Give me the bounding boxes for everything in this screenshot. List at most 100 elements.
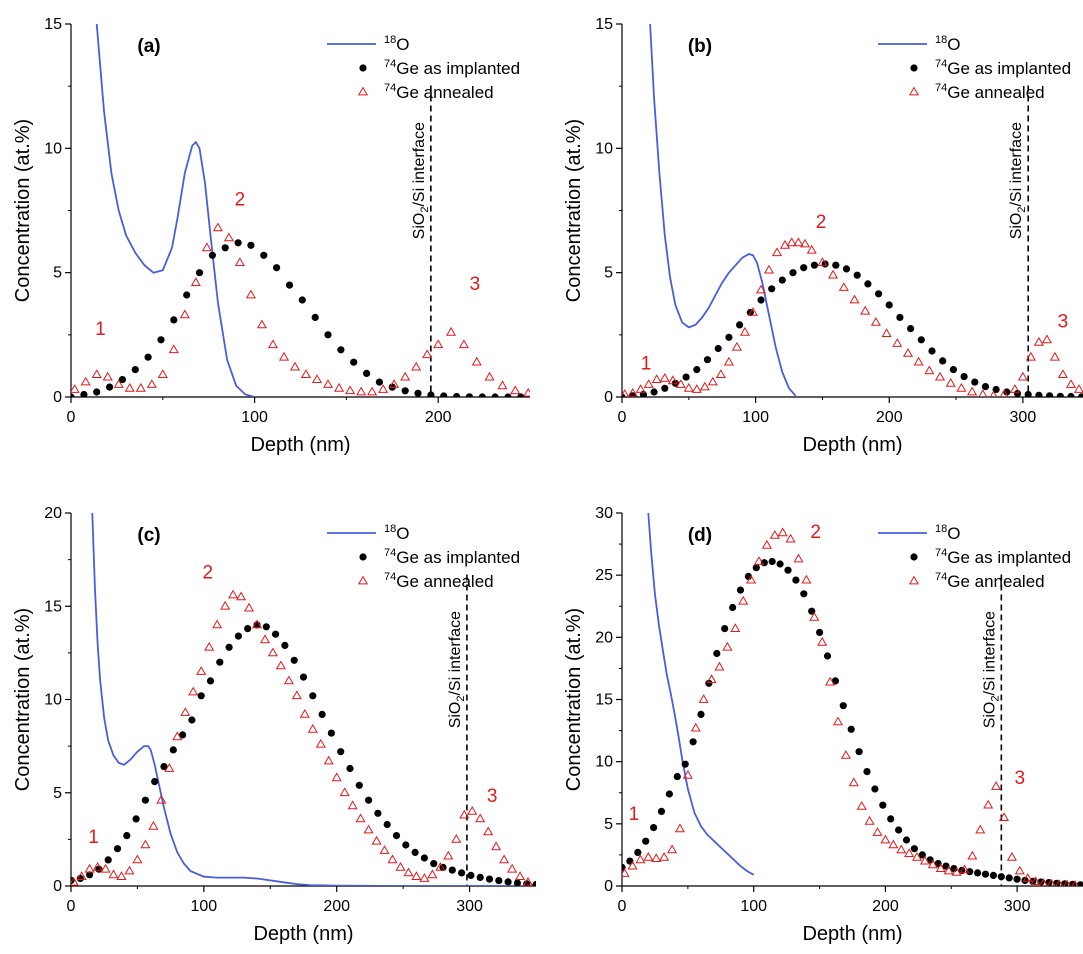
data-point-ge-annealed xyxy=(228,589,239,599)
data-point-ge-annealed xyxy=(234,257,245,267)
data-point-ge-as-implanted xyxy=(989,871,998,880)
data-point-ge-as-implanted xyxy=(517,393,525,397)
legend-label-name: Ge annealed xyxy=(947,83,1044,102)
data-point-ge-as-implanted xyxy=(375,378,383,386)
data-point-ge-as-implanted xyxy=(1056,392,1064,397)
data-point-ge-annealed xyxy=(1017,371,1028,381)
data-point-ge-annealed xyxy=(627,387,638,397)
data-point-ge-as-implanted xyxy=(476,873,484,882)
data-point-ge-annealed xyxy=(722,641,733,651)
data-point-ge-annealed xyxy=(659,372,670,382)
data-point-ge-as-implanted xyxy=(141,796,149,804)
data-point-ge-as-implanted xyxy=(478,393,486,397)
data-point-ge-as-implanted xyxy=(71,393,75,397)
data-point-ge-annealed xyxy=(1022,873,1033,882)
data-point-ge-annealed xyxy=(919,855,930,865)
data-point-ge-annealed xyxy=(983,799,994,809)
peak-label: 2 xyxy=(203,562,214,583)
data-point-ge-as-implanted xyxy=(495,877,503,885)
data-point-ge-annealed xyxy=(471,356,482,366)
data-point-ge-annealed xyxy=(491,841,502,851)
data-point-ge-annealed xyxy=(422,349,433,359)
data-point-ge-as-implanted xyxy=(1003,388,1011,396)
data-point-ge-as-implanted xyxy=(875,290,883,298)
data-point-ge-as-implanted xyxy=(225,643,233,651)
data-point-ge-as-implanted xyxy=(234,632,242,640)
legend-label: 74Ge annealed xyxy=(935,82,1045,102)
data-point-ge-annealed xyxy=(201,242,212,252)
data-point-ge-annealed xyxy=(323,755,334,765)
data-point-ge-annealed xyxy=(651,374,662,383)
data-point-ge-annealed xyxy=(484,371,495,381)
data-point-ge-annealed xyxy=(311,374,323,383)
y-tick-label: 5 xyxy=(604,265,613,282)
data-point-ge-as-implanted xyxy=(169,746,177,754)
y-tick-label: 15 xyxy=(595,692,613,709)
data-point-ge-annealed xyxy=(715,369,726,378)
data-point-ge-annealed xyxy=(747,307,758,316)
data-point-ge-annealed xyxy=(860,305,871,315)
y-tick-label: 10 xyxy=(595,754,613,771)
data-point-ge-annealed xyxy=(251,619,263,629)
data-point-ge-annealed xyxy=(146,379,157,388)
data-point-ge-as-implanted xyxy=(401,387,409,395)
legend-triangle-icon xyxy=(908,86,920,96)
data-point-ge-as-implanted xyxy=(1078,393,1083,397)
y-tick-label: 15 xyxy=(44,598,62,615)
data-point-ge-annealed xyxy=(896,844,907,854)
series-line-oxygen-18 xyxy=(91,513,536,886)
interface-label-rest: /Si interface xyxy=(411,122,428,207)
data-point-ge-as-implanted xyxy=(1024,390,1032,397)
data-point-ge-annealed xyxy=(411,871,422,880)
data-point-ge-as-implanted xyxy=(453,392,461,397)
data-point-ge-as-implanted xyxy=(842,265,851,273)
data-point-ge-annealed xyxy=(367,386,378,396)
data-point-ge-annealed xyxy=(785,533,796,543)
data-point-ge-annealed xyxy=(934,371,946,381)
y-tick-label: 20 xyxy=(44,505,62,522)
series-line-oxygen-18 xyxy=(647,513,755,876)
data-point-ge-as-implanted xyxy=(104,856,112,864)
y-tick-label: 15 xyxy=(44,16,62,33)
data-point-ge-annealed xyxy=(659,851,670,861)
data-point-ge-annealed xyxy=(132,854,143,864)
data-point-ge-annealed xyxy=(856,800,867,810)
data-point-ge-annealed xyxy=(339,787,350,797)
legend-label-sup: 18 xyxy=(384,523,396,535)
data-point-ge-as-implanted xyxy=(907,325,915,333)
data-point-ge-annealed xyxy=(80,376,91,386)
data-point-ge-as-implanted xyxy=(504,878,512,886)
data-point-ge-annealed xyxy=(1006,851,1017,861)
data-point-ge-annealed xyxy=(497,380,508,390)
plot-area xyxy=(622,24,1083,397)
legend-triangle-icon xyxy=(908,575,920,585)
peak-label: 2 xyxy=(235,190,246,211)
data-point-ge-as-implanted xyxy=(350,358,358,366)
data-point-ge-as-implanted xyxy=(703,356,712,364)
data-point-ge-as-implanted xyxy=(697,710,705,719)
peak-label: 3 xyxy=(1058,311,1069,332)
data-point-ge-annealed xyxy=(363,824,374,834)
data-point-ge-annealed xyxy=(674,823,685,833)
data-point-ge-annealed xyxy=(1065,379,1077,388)
legend-dot-icon xyxy=(359,64,367,72)
data-point-ge-annealed xyxy=(989,390,998,397)
data-point-ge-annealed xyxy=(828,269,839,279)
data-point-ge-annealed xyxy=(124,865,135,875)
data-point-ge-annealed xyxy=(220,600,231,610)
data-point-ge-as-implanted xyxy=(847,725,855,733)
data-point-ge-annealed xyxy=(1073,384,1083,393)
data-point-ge-annealed xyxy=(71,384,80,393)
legend-label: 18O xyxy=(384,34,409,54)
legend-dot-icon xyxy=(359,553,367,561)
data-point-ge-annealed xyxy=(483,826,494,836)
interface-label-main: SiO xyxy=(411,213,428,240)
data-point-ge-as-implanted xyxy=(365,796,373,804)
data-point-ge-as-implanted xyxy=(971,378,979,386)
data-point-ge-annealed xyxy=(190,277,201,286)
data-point-ge-annealed xyxy=(403,867,414,877)
x-axis-title: Depth (nm) xyxy=(253,923,353,945)
data-point-ge-annealed xyxy=(371,835,382,845)
x-axis-title: Depth (nm) xyxy=(802,923,902,945)
